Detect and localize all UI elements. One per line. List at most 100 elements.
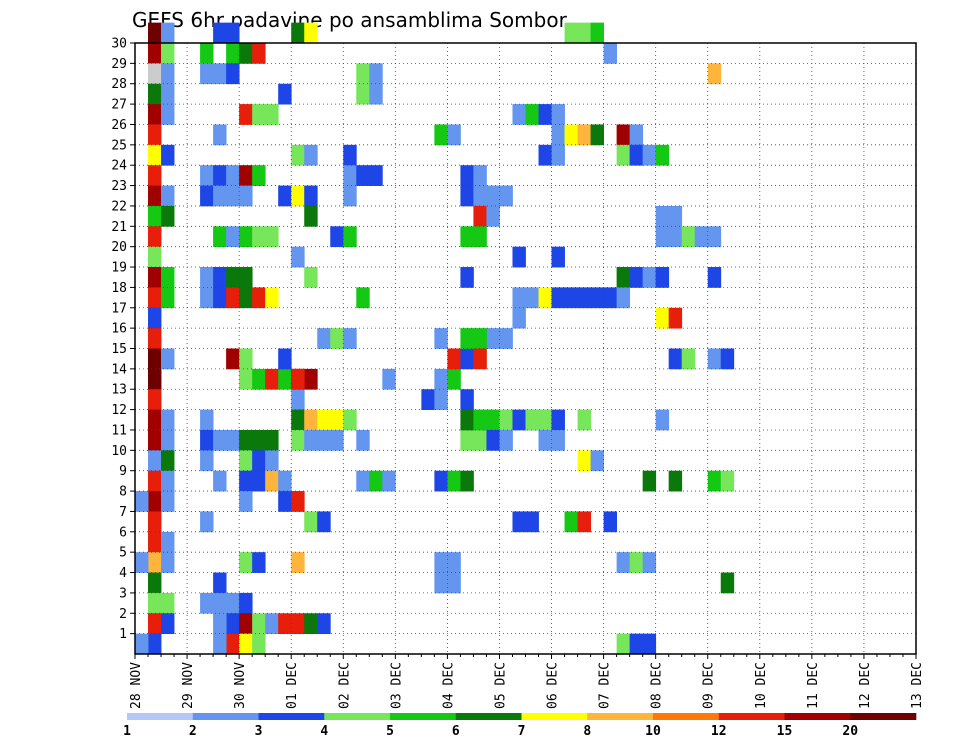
- heat-cell: [135, 552, 149, 573]
- heat-cell: [200, 63, 214, 85]
- heat-cell: [148, 429, 162, 451]
- heat-cell: [512, 104, 526, 125]
- heat-cell: [694, 226, 709, 248]
- heat-cell: [668, 470, 683, 492]
- heat-cell: [473, 348, 487, 370]
- heat-cell: [512, 287, 526, 309]
- heat-cell: [590, 287, 604, 309]
- heat-cell: [525, 104, 539, 125]
- heat-cell: [239, 592, 253, 614]
- heat-cell: [148, 226, 162, 248]
- heat-cell: [564, 511, 578, 533]
- heat-cell: [252, 633, 266, 655]
- heat-cell: [213, 572, 227, 594]
- heat-cell: [512, 409, 526, 431]
- heat-cell: [434, 389, 448, 410]
- y-tick-label: 30: [111, 37, 127, 52]
- heat-cell: [473, 226, 487, 248]
- heat-cell: [317, 328, 331, 349]
- heat-cell: [642, 267, 657, 288]
- y-tick-label: 5: [119, 546, 127, 561]
- heat-cell: [148, 368, 162, 390]
- y-tick-label: 19: [111, 261, 127, 276]
- legend-label: 1: [123, 724, 131, 739]
- heat-cell: [343, 144, 357, 166]
- x-tick-label: 01 DEC: [285, 662, 300, 709]
- heat-cell: [239, 287, 253, 309]
- heat-cell: [226, 165, 240, 186]
- heat-cell: [460, 389, 474, 410]
- y-tick-label: 29: [111, 57, 127, 72]
- heat-cell: [577, 511, 591, 533]
- heat-cell: [200, 43, 214, 64]
- heat-cell: [148, 63, 162, 85]
- y-tick-label: 25: [111, 138, 127, 153]
- x-tick-label: 08 DEC: [650, 662, 665, 709]
- heat-cell: [252, 552, 266, 573]
- heat-cell: [616, 144, 631, 166]
- legend-swatch: [784, 713, 851, 720]
- heat-cell: [252, 226, 266, 248]
- heat-cell: [642, 470, 657, 492]
- heat-cell: [226, 613, 240, 635]
- heat-cell: [252, 368, 266, 390]
- heat-cell: [148, 267, 162, 288]
- heat-cell: [343, 165, 357, 186]
- heat-cell: [252, 287, 266, 309]
- heat-cell: [213, 429, 227, 451]
- heat-cell: [473, 429, 487, 451]
- heat-cell: [434, 328, 448, 349]
- y-tick-label: 7: [119, 505, 127, 520]
- heat-cell: [486, 185, 500, 207]
- heat-cell: [291, 429, 305, 451]
- heat-cell: [655, 205, 670, 227]
- heat-cell: [239, 552, 253, 573]
- heat-cell: [590, 450, 604, 472]
- heat-cell: [551, 287, 565, 309]
- heat-cell: [148, 613, 162, 635]
- heat-cell: [265, 226, 279, 248]
- heat-cell: [577, 450, 591, 472]
- heat-cell: [447, 552, 461, 573]
- heat-cell: [473, 328, 487, 349]
- heat-cell: [239, 165, 253, 186]
- heat-cell: [447, 572, 461, 594]
- heat-cell: [239, 450, 253, 472]
- x-tick-label: 07 DEC: [598, 662, 613, 709]
- y-tick-label: 17: [111, 301, 127, 316]
- heat-cell: [538, 287, 552, 309]
- y-tick-label: 6: [119, 525, 127, 540]
- heat-cell: [148, 205, 162, 227]
- heat-cell: [343, 226, 357, 248]
- heat-cell: [239, 267, 253, 288]
- heat-cell: [304, 368, 318, 390]
- heat-cell: [616, 124, 631, 146]
- heat-cell: [460, 328, 474, 349]
- heat-cell: [304, 185, 318, 207]
- heat-cell: [616, 552, 631, 573]
- heat-cell: [148, 491, 162, 512]
- y-tick-label: 28: [111, 77, 127, 92]
- heat-cell: [226, 633, 240, 655]
- heat-cell: [681, 226, 696, 248]
- heat-cell: [369, 63, 383, 85]
- heat-cell: [291, 144, 305, 166]
- y-tick-label: 2: [119, 607, 127, 622]
- heat-cell: [148, 307, 162, 329]
- y-tick-label: 24: [111, 159, 127, 174]
- heat-cell: [434, 368, 448, 390]
- y-tick-label: 18: [111, 281, 127, 296]
- heat-cell: [551, 124, 565, 146]
- heat-cell: [473, 185, 487, 207]
- heat-cell: [629, 552, 644, 573]
- heat-cell: [434, 124, 448, 146]
- heat-cell: [356, 429, 370, 451]
- heat-cell: [655, 226, 670, 248]
- heat-cell: [356, 470, 370, 492]
- heat-cell: [226, 592, 240, 614]
- legend-label: 8: [583, 724, 591, 739]
- y-tick-label: 8: [119, 485, 127, 500]
- heat-cell: [616, 287, 631, 309]
- heat-cell: [291, 491, 305, 512]
